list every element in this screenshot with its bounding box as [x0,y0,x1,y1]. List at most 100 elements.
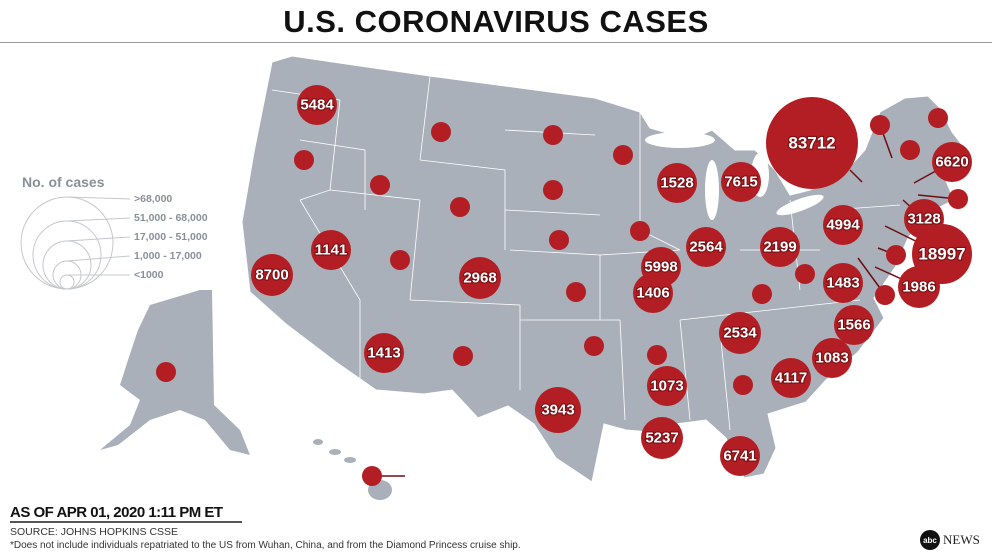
timestamp-underline [10,521,242,523]
bubble-hawaii[interactable] [362,466,382,486]
bubble-arkansas[interactable] [647,345,667,365]
legend-item: 51,000 - 68,000 [134,212,208,224]
bubble-west-virginia[interactable] [795,264,815,284]
legend-item: <1000 [134,269,164,281]
bubble-arizona[interactable]: 1413 [364,333,404,373]
abc-news-logo: abc NEWS [920,530,980,550]
case-count: 4117 [775,370,808,387]
case-count: 18997 [918,245,965,264]
bubble-nebraska[interactable] [549,230,569,250]
bubble-california[interactable]: 8700 [251,254,293,296]
source-note: SOURCE: JOHNS HOPKINS CSSE [10,526,179,538]
bubble-oregon[interactable] [294,150,314,170]
bubble-north-carolina[interactable]: 1566 [834,305,874,345]
bubble-alabama[interactable] [733,375,753,395]
case-count: 2564 [689,239,723,256]
legend-circles [20,196,131,290]
bubble-illinois[interactable]: 5998 [641,247,681,287]
footnote: *Does not include individuals repatriate… [10,540,521,551]
case-count: 1483 [826,275,859,292]
bubble-delaware[interactable] [886,245,906,265]
bubble-wyoming[interactable] [450,197,470,217]
bubble-new-hampshire[interactable] [900,140,920,160]
bubble-south-dakota[interactable] [543,180,563,200]
case-count: 1528 [660,175,693,192]
case-count: 5998 [644,259,677,276]
bubble-nevada[interactable]: 1141 [311,230,351,270]
lake-erie [776,194,824,216]
bubble-georgia[interactable]: 4117 [771,358,811,398]
bubble-oklahoma[interactable] [584,336,604,356]
case-count: 83712 [788,134,835,153]
bubble-minnesota[interactable] [613,145,633,165]
bubble-indiana[interactable]: 2564 [686,227,726,267]
as-of-timestamp: AS OF APR 01, 2020 1:11 PM ET [10,504,223,521]
case-count: 6620 [935,154,968,171]
bubble-maryland[interactable]: 1986 [898,266,940,308]
bubble-vermont[interactable] [870,115,890,135]
bubble-mississippi[interactable]: 1073 [647,366,687,406]
bubble-idaho[interactable] [370,175,390,195]
page-title: U.S. CORONAVIRUS CASES [283,4,709,39]
bubble-pennsylvania[interactable]: 4994 [823,205,863,245]
abc-logo-text: NEWS [943,532,980,547]
case-count: 8700 [255,267,288,284]
bubble-connecticut[interactable]: 3128 [904,199,944,239]
bubble-iowa[interactable] [630,221,650,241]
case-count: 2534 [723,325,757,342]
bubble-kansas[interactable] [566,282,586,302]
case-count: 2199 [763,239,796,256]
bubble-maine[interactable] [928,108,948,128]
legend-item: 1,000 - 17,000 [134,250,202,262]
case-count: 6741 [723,448,756,465]
bubble-dc[interactable] [875,285,895,305]
case-count: 1073 [650,378,683,395]
case-count: 1083 [815,350,848,367]
bubble-new-mexico[interactable] [453,346,473,366]
case-count: 3943 [541,402,574,419]
case-count: 1566 [837,317,870,334]
bubble-washington[interactable]: 5484 [297,85,337,125]
bubble-massachusetts[interactable]: 6620 [932,142,972,182]
case-count: 1413 [367,345,400,362]
case-count: 1406 [636,285,669,302]
hawaii-shape [313,439,392,500]
legend-item: >68,000 [134,193,173,205]
legend-title: No. of cases [22,174,105,190]
case-count: 3128 [907,211,940,228]
case-count: 5237 [645,430,678,447]
bubble-virginia[interactable]: 1483 [823,263,863,303]
lake-michigan [705,160,719,220]
bubble-tennessee[interactable]: 2534 [719,312,761,354]
title-divider [0,42,992,43]
bubble-missouri[interactable]: 1406 [633,273,673,313]
bubble-south-carolina[interactable]: 1083 [812,338,852,378]
case-count: 7615 [724,174,757,191]
bubble-louisiana[interactable]: 5237 [641,417,683,459]
bubble-ohio[interactable]: 2199 [760,227,800,267]
case-count: 1986 [902,279,935,296]
bubble-montana[interactable] [431,122,451,142]
small-case-bubbles [156,108,968,486]
bubble-rhode-island[interactable] [948,189,968,209]
contiguous-us-shape [241,55,967,483]
bubble-alaska[interactable] [156,362,176,382]
bubble-new-york[interactable]: 83712 [766,97,858,189]
bubble-colorado[interactable]: 2968 [459,257,501,299]
bubble-kentucky[interactable] [752,284,772,304]
abc-logo-mark: abc [920,530,940,550]
lake-superior [645,132,715,148]
case-count: 2968 [463,270,496,287]
case-count: 4994 [826,217,860,234]
case-count: 5484 [300,97,334,114]
bubble-utah[interactable] [390,250,410,270]
bubble-north-dakota[interactable] [543,125,563,145]
labeled-case-bubbles: 5484 8700 1141 2968 1413 3943 1528 7615 … [251,85,972,476]
bubble-florida[interactable]: 6741 [720,436,760,476]
legend-item: 17,000 - 51,000 [134,231,208,243]
bubble-wisconsin[interactable]: 1528 [657,163,697,203]
case-count: 1141 [315,242,348,259]
bubble-texas[interactable]: 3943 [535,387,581,433]
bubble-michigan[interactable]: 7615 [721,162,761,202]
